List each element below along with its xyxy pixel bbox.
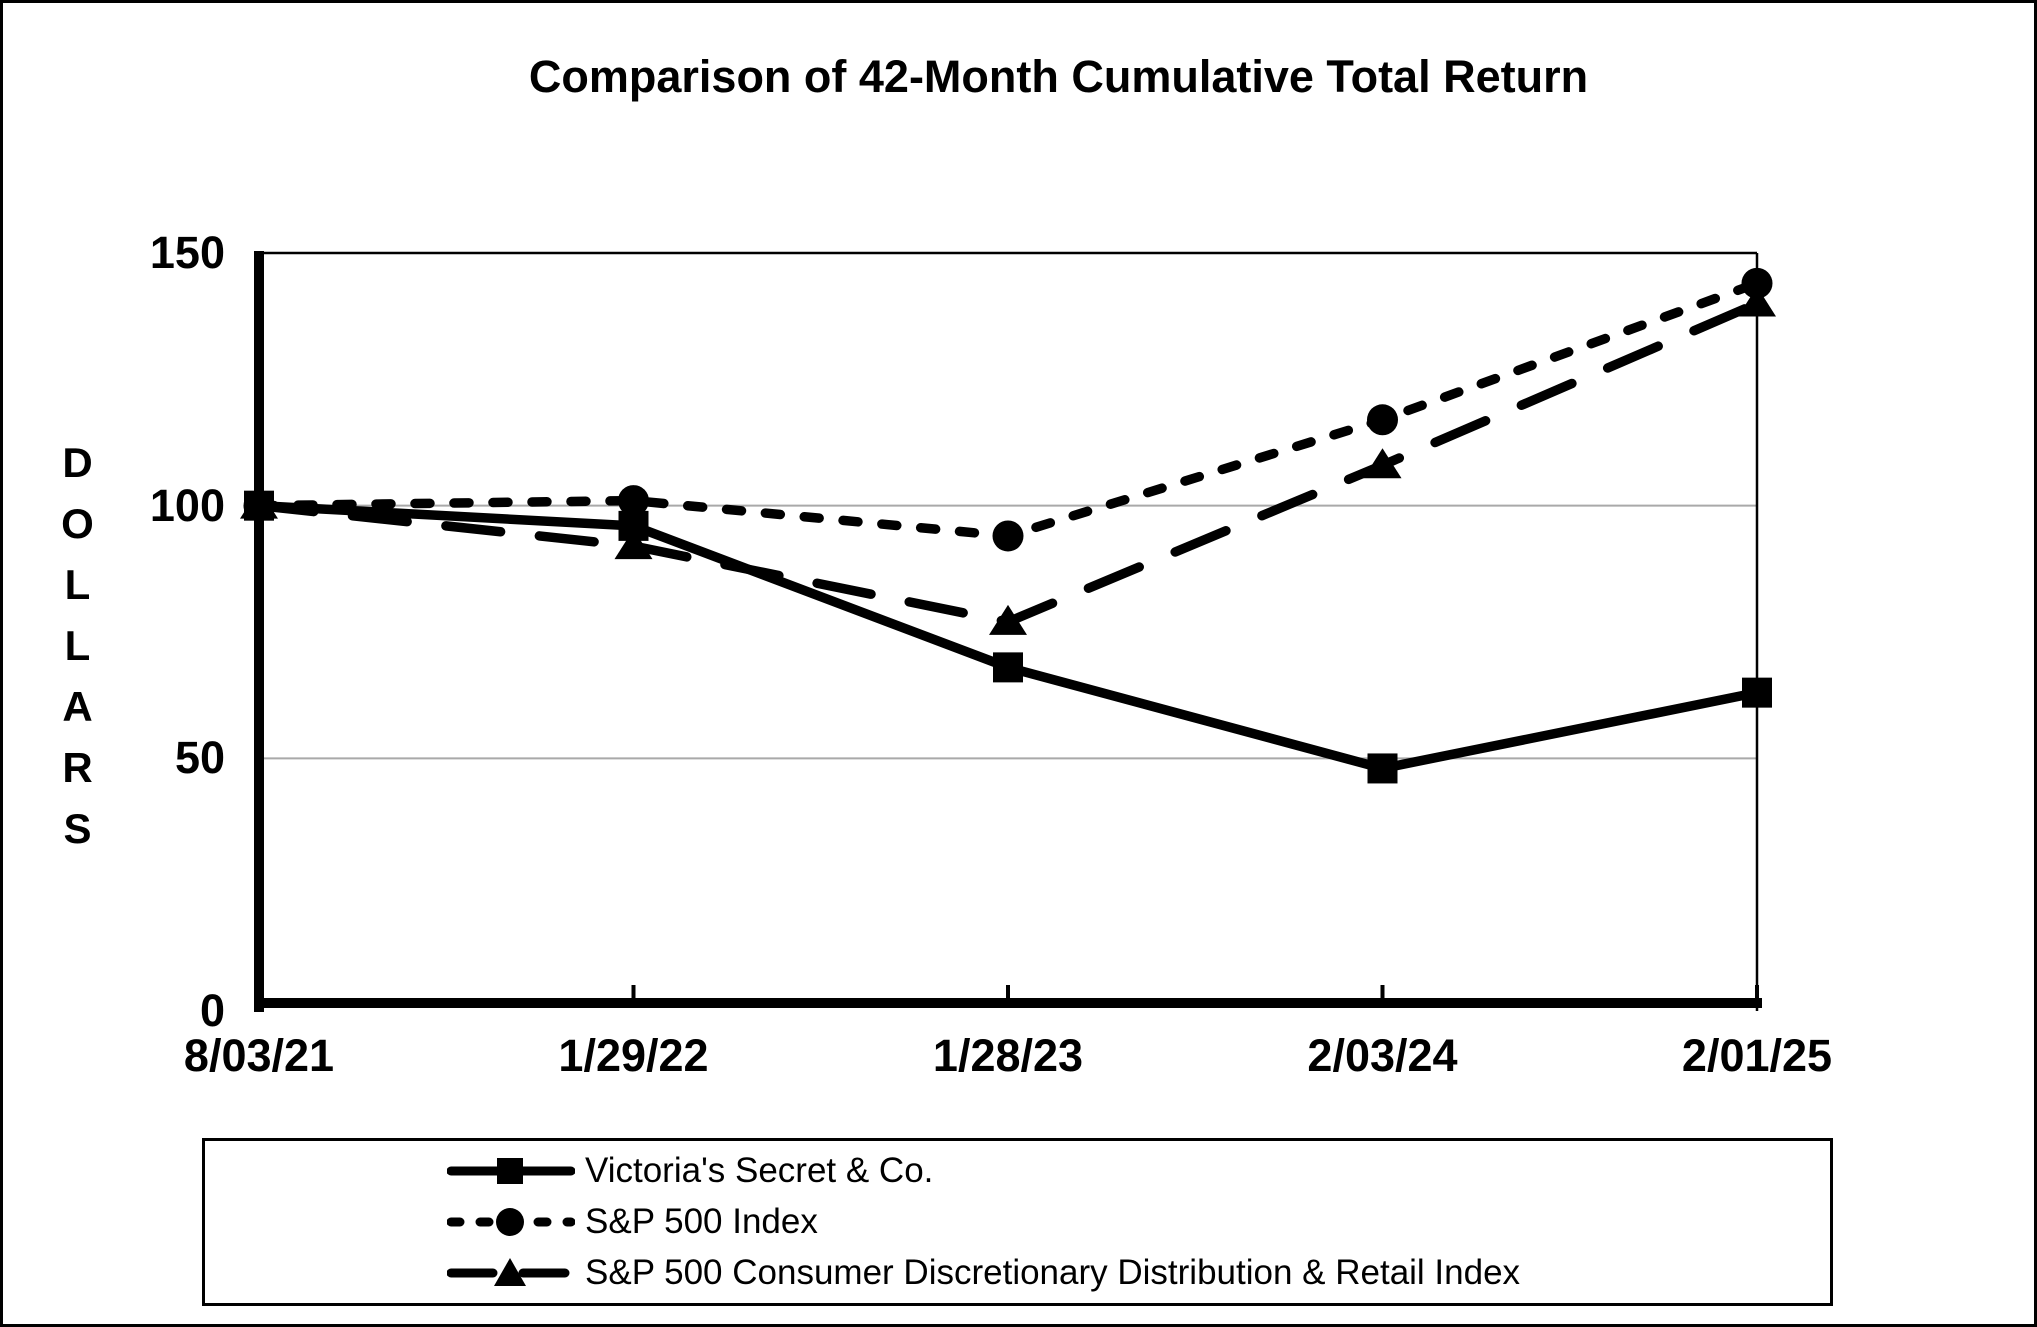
series-line <box>254 298 1762 627</box>
square-marker-icon <box>1742 677 1772 708</box>
legend-triangle-swatch-icon <box>447 1258 575 1287</box>
legend-item: S&P 500 Consumer Discretionary Distribut… <box>447 1249 1830 1297</box>
square-marker-icon <box>244 490 274 521</box>
square-marker-icon <box>497 1157 523 1184</box>
x-tick-label-1-28-23: 1/28/23 <box>932 1030 1084 1081</box>
x-tick-label-8-03-21: 8/03/21 <box>183 1030 335 1081</box>
chart-title: Comparison of 42-Month Cumulative Total … <box>528 51 1589 102</box>
legend-label: S&P 500 Consumer Discretionary Distribut… <box>585 1253 1521 1293</box>
y-tick-label-0: 0 <box>199 985 225 1036</box>
legend-item: Victoria's Secret & Co. <box>447 1147 1830 1195</box>
triangle-marker-icon <box>614 529 653 560</box>
y-tick-label-100: 100 <box>149 479 225 531</box>
y-tick-label-50: 50 <box>174 732 225 784</box>
square-marker-icon <box>1367 753 1398 784</box>
legend-box: Victoria's Secret & Co. S&P 500 Index S&P … <box>202 1138 1833 1306</box>
circle-marker-icon <box>496 1207 524 1236</box>
series-square <box>244 490 1772 784</box>
legend-square-swatch-icon <box>447 1157 575 1184</box>
x-tick-label-2-03-24: 2/03/24 <box>1307 1030 1458 1081</box>
y-tick-label-150: 150 <box>149 227 225 278</box>
series-line <box>254 278 1762 541</box>
circle-marker-icon <box>992 520 1024 552</box>
legend-circle-swatch-icon <box>447 1207 575 1236</box>
chart-plot-area <box>240 251 1776 1012</box>
legend-label: S&P 500 Index <box>585 1201 818 1241</box>
series-triangle <box>240 286 1776 635</box>
legend-item: S&P 500 Index <box>447 1198 1830 1246</box>
x-tick-label-2-01-25: 2/01/25 <box>1681 1030 1833 1081</box>
circle-marker-icon <box>1741 267 1773 299</box>
triangle-marker-icon <box>1738 286 1776 317</box>
series-circle <box>243 267 1773 552</box>
x-tick-label-1-29-22: 1/29/22 <box>558 1030 709 1081</box>
circle-marker-icon <box>1367 404 1398 436</box>
y-axis-label: DOLLARS <box>54 439 101 866</box>
triangle-marker-icon <box>1363 448 1402 479</box>
square-marker-icon <box>618 510 649 541</box>
legend-label: Victoria's Secret & Co. <box>585 1150 934 1190</box>
triangle-marker-icon <box>989 604 1027 635</box>
triangle-marker-icon <box>494 1258 526 1287</box>
square-marker-icon <box>993 652 1023 683</box>
circle-marker-icon <box>618 485 649 517</box>
